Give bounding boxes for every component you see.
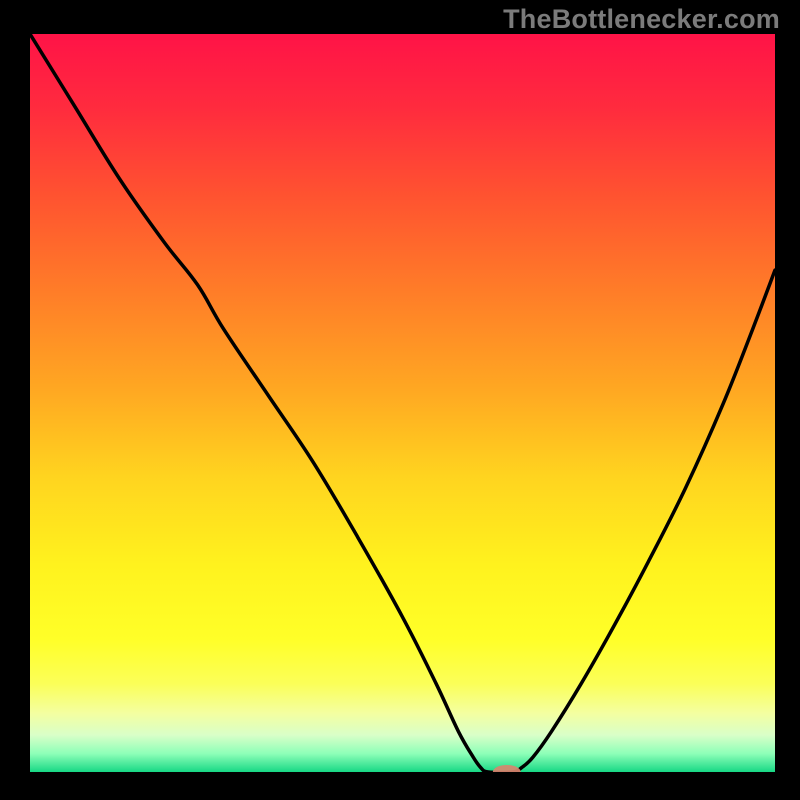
curve-layer [30,34,775,772]
bottleneck-curve [30,34,775,772]
optimal-indicator [493,765,521,772]
watermark-text: TheBottlenecker.com [503,4,780,35]
plot-area [30,34,775,772]
chart-stage: TheBottlenecker.com [0,0,800,800]
